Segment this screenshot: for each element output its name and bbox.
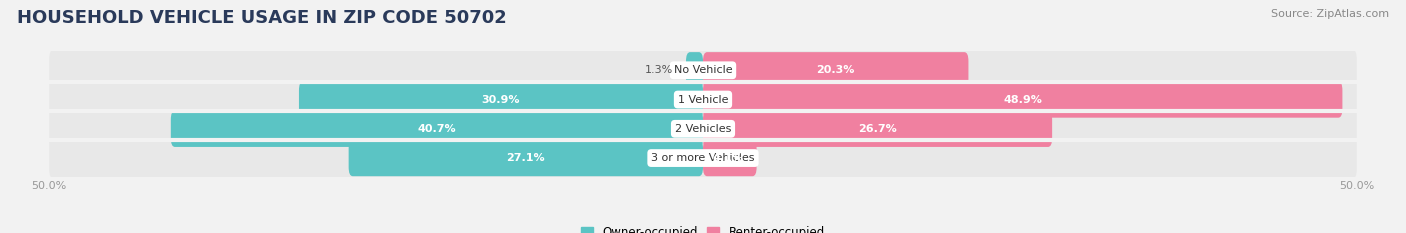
Text: 3 or more Vehicles: 3 or more Vehicles	[651, 153, 755, 163]
Text: HOUSEHOLD VEHICLE USAGE IN ZIP CODE 50702: HOUSEHOLD VEHICLE USAGE IN ZIP CODE 5070…	[17, 9, 506, 27]
Text: Source: ZipAtlas.com: Source: ZipAtlas.com	[1271, 9, 1389, 19]
FancyBboxPatch shape	[49, 137, 1357, 179]
FancyBboxPatch shape	[686, 52, 703, 88]
FancyBboxPatch shape	[703, 81, 1343, 118]
FancyBboxPatch shape	[703, 140, 756, 176]
FancyBboxPatch shape	[299, 81, 703, 118]
Text: 30.9%: 30.9%	[482, 95, 520, 105]
Text: 48.9%: 48.9%	[1004, 95, 1042, 105]
Text: 2 Vehicles: 2 Vehicles	[675, 124, 731, 134]
Legend: Owner-occupied, Renter-occupied: Owner-occupied, Renter-occupied	[576, 222, 830, 233]
FancyBboxPatch shape	[49, 79, 1357, 121]
Text: No Vehicle: No Vehicle	[673, 65, 733, 75]
FancyBboxPatch shape	[49, 108, 1357, 150]
Text: 1.3%: 1.3%	[645, 65, 673, 75]
FancyBboxPatch shape	[170, 111, 703, 147]
FancyBboxPatch shape	[49, 49, 1357, 91]
Text: 27.1%: 27.1%	[506, 153, 546, 163]
Text: 4.1%: 4.1%	[713, 153, 744, 163]
Text: 1 Vehicle: 1 Vehicle	[678, 95, 728, 105]
FancyBboxPatch shape	[703, 111, 1052, 147]
Text: 40.7%: 40.7%	[418, 124, 456, 134]
FancyBboxPatch shape	[703, 52, 969, 88]
FancyBboxPatch shape	[349, 140, 703, 176]
Text: 20.3%: 20.3%	[817, 65, 855, 75]
Text: 26.7%: 26.7%	[858, 124, 897, 134]
